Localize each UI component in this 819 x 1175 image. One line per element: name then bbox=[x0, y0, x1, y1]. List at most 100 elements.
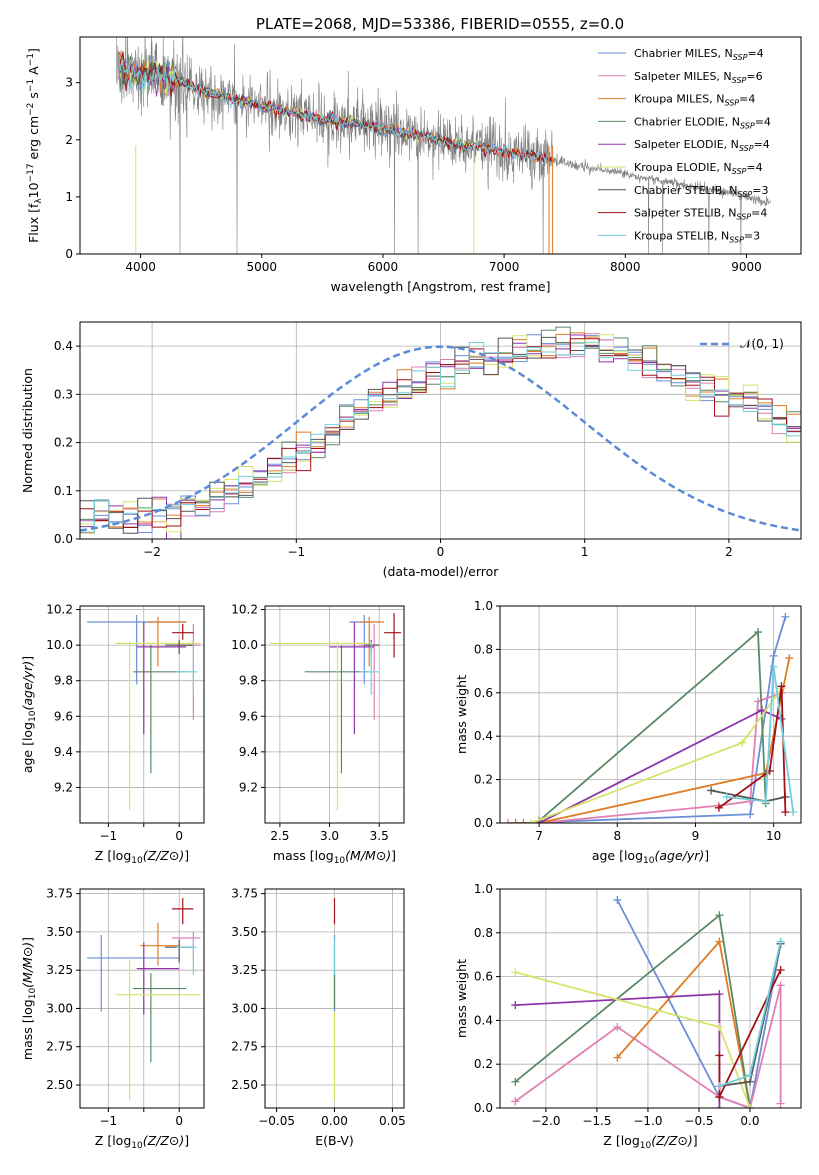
y-tick-label: 0 bbox=[65, 247, 73, 261]
panel-mass-weight-vs-age: 7 8 9 10 0.0 0.2 0.4 0.6 0.8 1.0 age [log10(age/yr… bbox=[454, 599, 802, 866]
y-tick-label: 3.25 bbox=[46, 963, 73, 977]
x-axis-label: mass [log10(M/M⊙)] bbox=[273, 848, 396, 866]
legend-entry: Salpeter MILES, NSSP=6 bbox=[634, 70, 763, 85]
y-tick-label: 10.2 bbox=[231, 603, 258, 617]
series-line bbox=[514, 985, 782, 1108]
y-tick-label: 0.2 bbox=[54, 436, 73, 450]
data-point-marker bbox=[776, 966, 785, 975]
panel-mass-vs-z: −1 0 2.50 2.75 3.00 3.25 3.50 3.75 Z [log10(Z/Z⊙… bbox=[20, 887, 205, 1151]
panel-spectrum: 4000 5000 6000 7000 8000 9000 0 1 2 3 wavelength [… bbox=[26, 36, 802, 294]
x-tick-label: −0.05 bbox=[258, 1114, 295, 1128]
data-point-marker bbox=[715, 1104, 724, 1108]
y-tick-label: 9.4 bbox=[239, 745, 258, 759]
data-point-marker bbox=[527, 819, 536, 823]
x-axis-label: E(B-V) bbox=[315, 1133, 354, 1148]
y-tick-label: 0.2 bbox=[474, 773, 493, 787]
y-tick-label: 10.2 bbox=[46, 603, 73, 617]
y-tick-label: 3.50 bbox=[231, 925, 258, 939]
model-spectrum-line bbox=[118, 57, 553, 166]
data-point-marker bbox=[722, 792, 731, 801]
data-point-marker bbox=[715, 1093, 724, 1102]
axes-frame bbox=[79, 36, 802, 255]
axes-frame bbox=[499, 888, 802, 1109]
legend-entry: Chabrier MILES, NSSP=4 bbox=[634, 47, 764, 62]
x-axis-label: age [log10(age/yr)] bbox=[592, 848, 709, 866]
data-point-marker bbox=[714, 803, 723, 812]
data-point-marker bbox=[707, 786, 716, 795]
plot-area bbox=[87, 614, 201, 811]
plot-area bbox=[80, 326, 801, 539]
x-tick-label: 0 bbox=[175, 1114, 183, 1128]
y-tick-label: 1.0 bbox=[474, 599, 493, 613]
y-axis-label: Normed distribution bbox=[20, 368, 35, 493]
data-point-marker bbox=[613, 895, 622, 904]
plot-area bbox=[511, 895, 785, 1108]
legend-entry: Salpeter ELODIE, NSSP=4 bbox=[634, 138, 770, 153]
x-tick-label: 8000 bbox=[610, 260, 641, 274]
x-tick-label: −1 bbox=[287, 545, 305, 559]
x-tick-label: 2.5 bbox=[270, 829, 289, 843]
x-tick-label: 0 bbox=[175, 829, 183, 843]
panel-mass-vs-ebv: −0.05 0.00 0.05 2.50 2.75 3.00 3.25 3.50 3.75 E(B… bbox=[231, 887, 405, 1148]
plot-area bbox=[116, 37, 771, 254]
histogram-step bbox=[80, 338, 801, 539]
y-tick-label: 3.50 bbox=[46, 925, 73, 939]
x-axis-label: Z [log10(Z/Z⊙)] bbox=[603, 1133, 697, 1151]
x-tick-label: 2 bbox=[725, 545, 733, 559]
legend-entry: Chabrier STELIB, NSSP=3 bbox=[634, 184, 768, 199]
series-line bbox=[718, 686, 787, 813]
legend-entry: 𝒩(0, 1) bbox=[740, 337, 784, 351]
data-point-marker bbox=[745, 1071, 754, 1080]
histogram-step bbox=[80, 334, 801, 539]
legend-entry: Kroupa MILES, NSSP=4 bbox=[634, 93, 755, 108]
panel-mass-weight-vs-z: −2.0 −1.5 −1.0 −0.5 0.0 0.0 0.2 0.4 0.6 0.8 1.0 Z [… bbox=[454, 882, 802, 1151]
x-axis-label: Z [log10(Z/Z⊙)] bbox=[95, 1133, 189, 1151]
y-tick-label: 0.4 bbox=[474, 1013, 493, 1027]
y-tick-label: 9.8 bbox=[239, 674, 258, 688]
y-tick-label: 0.2 bbox=[474, 1057, 493, 1071]
axes-frame bbox=[264, 888, 405, 1109]
x-tick-label: 6000 bbox=[368, 260, 399, 274]
data-point-marker bbox=[769, 651, 778, 660]
normal-curve bbox=[80, 345, 801, 532]
model-spectrum-line bbox=[118, 51, 553, 165]
data-point-marker bbox=[754, 628, 762, 637]
y-tick-label: 0.0 bbox=[474, 1101, 493, 1115]
x-tick-label: 1 bbox=[581, 545, 589, 559]
legend-entry: Salpeter STELIB, NSSP=4 bbox=[634, 207, 767, 222]
x-tick-label: 8 bbox=[613, 829, 621, 843]
x-tick-label: 0 bbox=[437, 545, 445, 559]
data-point-marker bbox=[511, 968, 520, 977]
x-tick-label: 0.05 bbox=[379, 1114, 406, 1128]
data-point-marker bbox=[511, 819, 520, 823]
x-tick-label: 3.0 bbox=[320, 829, 339, 843]
data-point-marker bbox=[519, 819, 528, 823]
series-line bbox=[726, 666, 795, 813]
y-tick-label: 0.6 bbox=[474, 686, 493, 700]
data-point-marker bbox=[613, 1053, 622, 1062]
y-tick-label: 1 bbox=[65, 190, 73, 204]
y-tick-label: 3.00 bbox=[231, 1001, 258, 1015]
series-line bbox=[507, 691, 782, 823]
data-point-marker bbox=[746, 810, 755, 819]
data-point-marker bbox=[715, 990, 724, 999]
legend-entry: Chabrier ELODIE, NSSP=4 bbox=[634, 115, 771, 130]
x-tick-label: 4000 bbox=[125, 260, 156, 274]
data-spectrum-line bbox=[116, 37, 771, 254]
x-tick-label: −1 bbox=[99, 829, 117, 843]
data-point-marker bbox=[776, 981, 785, 990]
y-axis-label: mass weight bbox=[454, 675, 469, 754]
y-tick-label: 0.0 bbox=[54, 532, 73, 546]
data-point-marker bbox=[503, 819, 512, 823]
y-tick-label: 9.6 bbox=[54, 709, 73, 723]
y-tick-label: 1.0 bbox=[474, 882, 493, 896]
y-tick-label: 9.8 bbox=[54, 674, 73, 688]
y-tick-label: 9.2 bbox=[54, 780, 73, 794]
x-tick-label: 0.0 bbox=[740, 1114, 759, 1128]
y-tick-label: 0.6 bbox=[474, 970, 493, 984]
histogram-step bbox=[80, 341, 801, 539]
legend-entry: Kroupa STELIB, NSSP=3 bbox=[634, 229, 760, 244]
plot-area bbox=[87, 898, 201, 1101]
y-tick-label: 9.4 bbox=[54, 745, 73, 759]
data-point-marker bbox=[715, 911, 724, 920]
